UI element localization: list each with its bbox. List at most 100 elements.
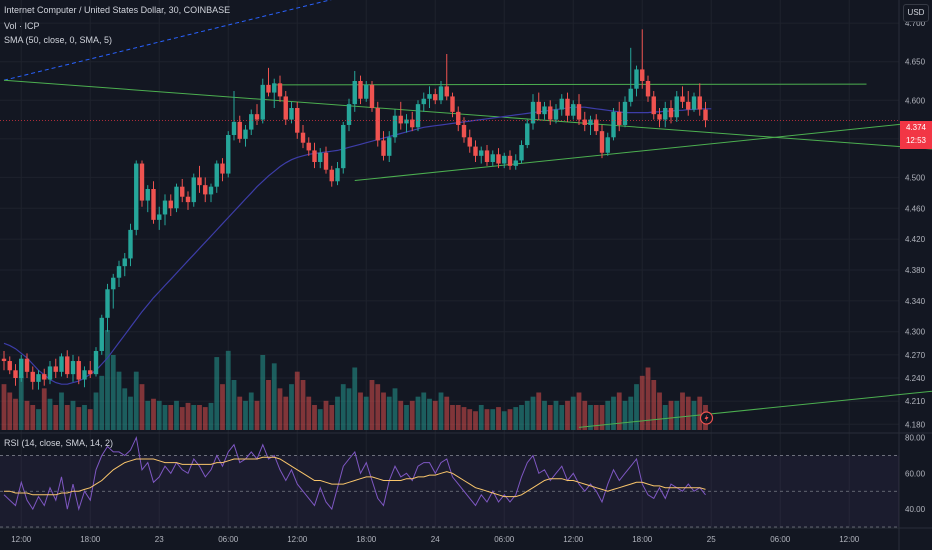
candle-body bbox=[243, 129, 248, 139]
candle-body bbox=[473, 146, 478, 156]
candle-body bbox=[548, 106, 553, 120]
volume-bar bbox=[358, 392, 363, 430]
candle-body bbox=[76, 361, 81, 380]
candle-body bbox=[105, 289, 110, 318]
candle-body bbox=[461, 124, 467, 138]
volume-bar bbox=[513, 407, 519, 430]
candle-body bbox=[484, 150, 490, 162]
candle-body bbox=[444, 86, 449, 97]
candle-body bbox=[19, 358, 24, 378]
candle-body bbox=[260, 84, 265, 120]
candle-body bbox=[404, 119, 409, 124]
candle-body bbox=[47, 366, 53, 380]
volume-bar bbox=[151, 398, 156, 430]
trendlines[interactable] bbox=[3, 0, 932, 428]
time-axis[interactable]: 12:00 18:00 23 06:00 12:00 18:00 24 06:00 12:00 1… bbox=[11, 535, 860, 544]
time-tick-label: 12:00 bbox=[839, 535, 860, 544]
volume-bar bbox=[306, 396, 312, 430]
candle-body bbox=[507, 155, 513, 166]
candle-body bbox=[30, 371, 35, 382]
price-tick-label: 4.210 bbox=[905, 397, 926, 406]
volume-bar bbox=[634, 384, 639, 430]
volume-bar bbox=[645, 367, 651, 430]
time-tick-label: 06:00 bbox=[770, 535, 791, 544]
candle-body bbox=[283, 96, 288, 120]
candle-body bbox=[59, 356, 64, 372]
volume-bar bbox=[128, 396, 133, 430]
rsi-legend[interactable]: RSI (14, close, SMA, 14, 2) bbox=[4, 438, 114, 448]
candle-body bbox=[387, 137, 392, 156]
volume-bar bbox=[243, 400, 248, 430]
volume-bar bbox=[697, 396, 703, 430]
candle-body bbox=[576, 104, 582, 120]
price-tick-label: 4.340 bbox=[905, 297, 926, 306]
candle-body bbox=[145, 189, 150, 201]
volume-bar bbox=[231, 380, 237, 430]
sma-legend[interactable]: SMA (50, close, 0, SMA, 5) bbox=[4, 35, 113, 45]
volume-bar bbox=[41, 388, 47, 430]
volume-bar bbox=[266, 380, 271, 430]
volume-bar bbox=[450, 405, 455, 430]
candle-body bbox=[220, 163, 225, 174]
volume-bar bbox=[576, 392, 582, 430]
volume-bar bbox=[116, 371, 122, 430]
volume-bar bbox=[105, 330, 110, 430]
volume-bar bbox=[174, 400, 179, 430]
candle-body bbox=[249, 114, 254, 130]
candle-body bbox=[490, 154, 495, 162]
volume-bar bbox=[289, 384, 294, 430]
rsi-tick-label: 40.00 bbox=[905, 505, 926, 514]
volume-bar bbox=[381, 392, 386, 430]
bar-countdown: 12:53 bbox=[905, 136, 927, 145]
candle-body bbox=[634, 69, 639, 89]
volume-bar bbox=[438, 392, 444, 430]
volume-bar bbox=[432, 400, 438, 430]
candle-body bbox=[1, 358, 7, 362]
volume-bar bbox=[335, 396, 340, 430]
currency-button[interactable]: USD bbox=[903, 4, 929, 22]
candle-body bbox=[254, 114, 260, 120]
sma-line bbox=[3, 106, 712, 385]
volume-bar bbox=[237, 396, 243, 430]
sma-line-group bbox=[3, 106, 712, 385]
volume-bar bbox=[139, 384, 145, 430]
price-tick-label: 4.180 bbox=[905, 420, 926, 429]
candle-body bbox=[318, 152, 323, 162]
price-axis[interactable]: 4.7004.6504.6004.5504.5004.4604.4204.380… bbox=[905, 19, 926, 514]
time-tick-label: 06:00 bbox=[494, 535, 515, 544]
volume-legend[interactable]: Vol · ICP bbox=[4, 21, 40, 31]
volume-bar bbox=[559, 405, 565, 430]
candle-body bbox=[197, 177, 202, 186]
volume-bar bbox=[76, 407, 82, 430]
symbol-title[interactable]: Internet Computer / United States Dollar… bbox=[4, 5, 231, 15]
time-tick-label: 23 bbox=[155, 535, 164, 544]
volume-bar bbox=[611, 396, 616, 430]
volume-bar bbox=[662, 405, 668, 430]
price-tick-label: 4.420 bbox=[905, 235, 926, 244]
volume-bar bbox=[156, 400, 162, 430]
volume-bar bbox=[47, 398, 53, 430]
price-tick-label: 4.460 bbox=[905, 204, 926, 213]
candle-body bbox=[42, 374, 47, 380]
candle-body bbox=[530, 101, 536, 124]
candle-body bbox=[645, 81, 651, 97]
candle-body bbox=[375, 108, 380, 141]
volume-bar bbox=[427, 398, 432, 430]
volume-bar bbox=[271, 363, 277, 430]
volume-bar bbox=[145, 400, 151, 430]
price-tick-label: 4.500 bbox=[905, 173, 926, 182]
volume-bar bbox=[616, 392, 622, 430]
trendline bbox=[3, 79, 932, 150]
volume-bar bbox=[369, 380, 375, 430]
candle-body bbox=[122, 258, 127, 267]
candle-body bbox=[438, 86, 444, 101]
lightning-icon-group[interactable] bbox=[699, 411, 714, 425]
candle-body bbox=[467, 137, 472, 147]
candle-body bbox=[191, 177, 196, 203]
candle-body bbox=[134, 163, 139, 230]
candle-body bbox=[657, 114, 662, 120]
candle-body bbox=[277, 83, 283, 97]
volume-bar bbox=[179, 407, 185, 430]
